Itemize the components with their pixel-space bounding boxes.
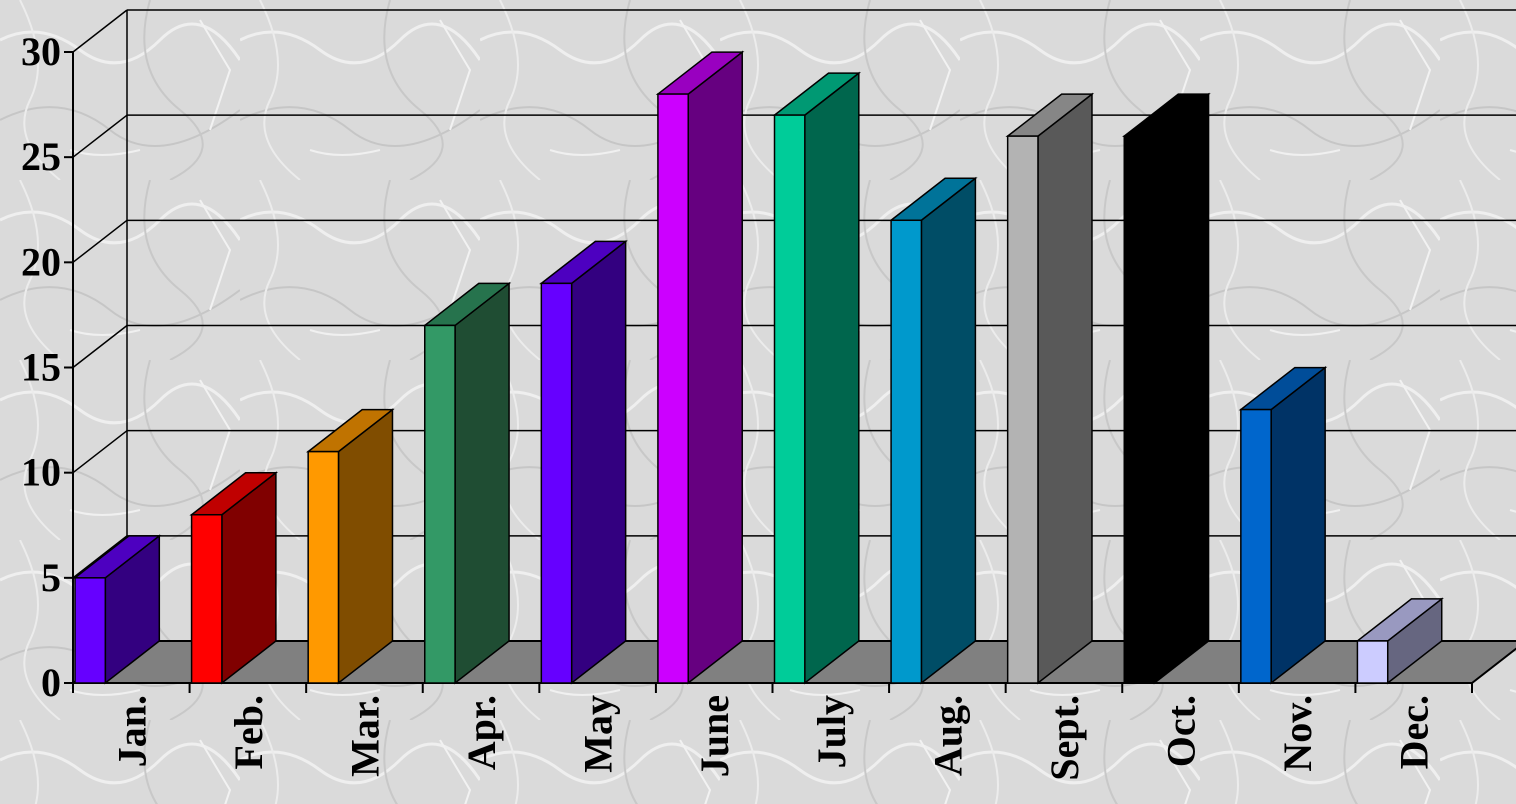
bar-jan: [72, 534, 162, 685]
x-category-label: Oct.: [1159, 695, 1204, 767]
x-category-label: June: [692, 695, 737, 777]
y-tick-label: 5: [41, 555, 61, 600]
bar-apr: [422, 281, 512, 685]
bar-front: [1356, 640, 1389, 684]
y-tick-label: 25: [21, 134, 61, 179]
x-category-label: Sept.: [1042, 695, 1087, 781]
bar-side: [570, 239, 627, 685]
x-category-label: July: [809, 695, 854, 768]
bar-dec: [1355, 597, 1444, 685]
y-tick-label: 20: [21, 239, 61, 284]
bar-aug: [888, 176, 978, 685]
bar-front: [657, 93, 689, 684]
bar-front: [74, 577, 107, 684]
depth-line: [72, 114, 128, 158]
y-tick-label: 15: [21, 345, 61, 390]
bar-may: [539, 239, 628, 685]
x-category-label: Apr.: [459, 695, 504, 770]
x-category-label: May: [576, 695, 621, 773]
depth-line: [72, 324, 128, 369]
depth-line: [72, 535, 128, 579]
x-category-label: Jan.: [109, 695, 154, 767]
bar-front: [1123, 135, 1156, 684]
bar-front: [190, 513, 223, 684]
bar-june: [655, 50, 745, 685]
y-tick-label: 10: [21, 450, 61, 495]
bar-front: [1006, 135, 1039, 684]
bar-front: [540, 282, 573, 684]
bar-front: [890, 219, 923, 684]
bar-side: [1270, 366, 1326, 685]
depth-line: [72, 219, 128, 263]
bar-side: [687, 50, 743, 685]
bar-side: [920, 176, 977, 685]
bar-side: [337, 408, 394, 685]
bar-front: [307, 450, 340, 684]
bar-side: [1037, 92, 1093, 685]
bar-mar: [305, 408, 395, 685]
bar-july: [772, 71, 861, 685]
x-category-label: Aug.: [925, 695, 970, 776]
y-tick-label: 0: [41, 660, 61, 705]
depth-line: [72, 430, 128, 474]
x-category-label: Dec.: [1392, 695, 1437, 769]
bar-front: [773, 114, 806, 684]
bar-side: [1153, 92, 1210, 685]
bar-side: [804, 71, 860, 685]
x-category-label: Feb.: [226, 695, 271, 769]
bar-sept: [1005, 92, 1095, 685]
bar-side: [454, 281, 510, 685]
y-tick-label: 30: [21, 29, 61, 74]
bar-nov: [1238, 366, 1328, 685]
x-category-label: Nov.: [1275, 695, 1320, 772]
x-category-label: Mar.: [342, 695, 387, 777]
bar-front: [1240, 408, 1272, 684]
depth-line: [72, 9, 128, 53]
bar-oct: [1122, 92, 1211, 685]
bar-feb: [189, 471, 279, 685]
bar-front: [424, 324, 456, 684]
